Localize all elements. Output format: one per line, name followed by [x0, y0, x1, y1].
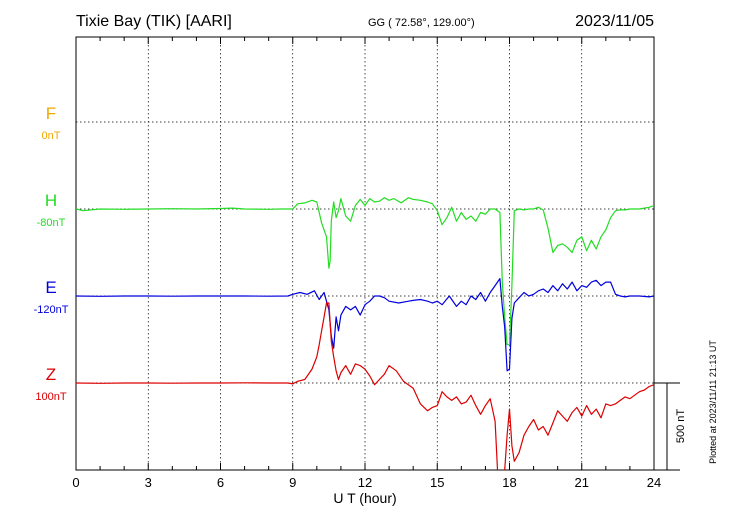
- series-line-e: [76, 278, 654, 372]
- series-baseline-h: -80nT: [37, 217, 66, 229]
- x-tick-label: 0: [72, 475, 79, 490]
- x-tick-label: 6: [217, 475, 224, 490]
- series-line-z: [76, 302, 654, 470]
- x-tick-label: 18: [502, 475, 516, 490]
- x-tick-label: 9: [289, 475, 296, 490]
- x-tick-label: 3: [145, 475, 152, 490]
- x-tick-labels: 0 3 6 9 12 15 18 21 24: [72, 475, 661, 490]
- series-name-h: H: [45, 191, 57, 210]
- series-baseline-z: 100nT: [35, 391, 66, 403]
- date-label: 2023/11/05: [575, 13, 654, 30]
- series-baseline-f: 0nT: [42, 130, 61, 142]
- x-tick-label: 12: [358, 475, 372, 490]
- series-labels: F 0nT H -80nT E -120nT Z 100nT: [34, 104, 69, 403]
- tick-marks: [75, 37, 655, 470]
- gridlines: [76, 37, 654, 470]
- series-name-z: Z: [46, 365, 56, 384]
- series-name-e: E: [45, 278, 56, 297]
- x-tick-label: 21: [575, 475, 589, 490]
- x-axis-label: U T (hour): [333, 490, 396, 506]
- plotted-timestamp: Plotted at 2023/11/11 21:13 UT: [708, 340, 718, 464]
- x-tick-label: 15: [430, 475, 444, 490]
- scale-bar: 500 nT: [654, 382, 687, 471]
- series-baseline-e: -120nT: [34, 304, 69, 316]
- chart-header: Tixie Bay (TIK) [AARI] GG ( 72.58°, 129.…: [76, 13, 654, 30]
- scale-bar-label: 500 nT: [675, 409, 687, 444]
- series-name-f: F: [46, 104, 56, 123]
- x-tick-label: 24: [647, 475, 661, 490]
- coordinates-label: GG ( 72.58°, 129.00°): [368, 17, 475, 29]
- station-title: Tixie Bay (TIK) [AARI]: [76, 13, 232, 30]
- series-line-h: [76, 197, 654, 346]
- series-traces: [76, 197, 654, 470]
